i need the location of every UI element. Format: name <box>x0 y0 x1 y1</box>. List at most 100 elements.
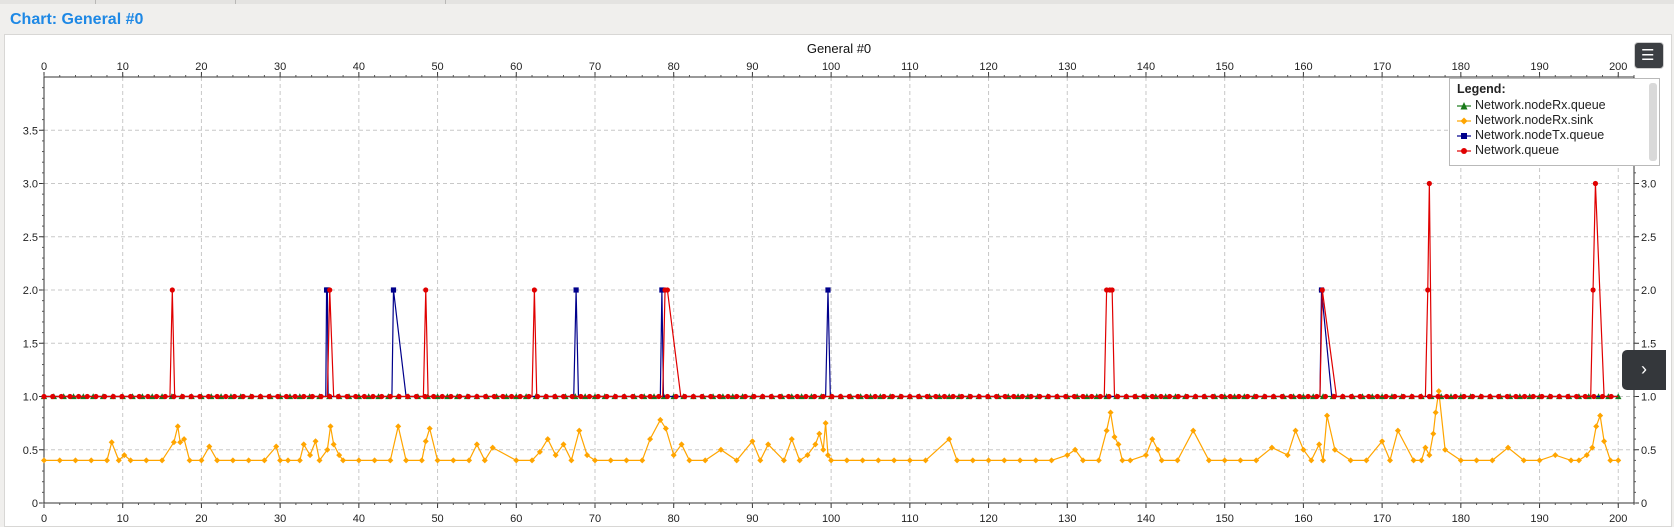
data-point-network-queue <box>1461 393 1467 400</box>
data-point-network-noderx-sink <box>647 436 654 443</box>
data-point-network-queue <box>127 393 134 400</box>
data-point-network-queue <box>630 393 636 400</box>
data-point-network-noderx-sink <box>245 457 252 464</box>
data-point-network-noderx-sink <box>824 452 831 459</box>
data-point-network-noderx-sink <box>296 457 303 464</box>
data-point-network-queue <box>171 393 177 400</box>
data-point-network-noderx-sink <box>489 444 496 451</box>
data-point-network-noderx-sink <box>804 452 811 459</box>
data-point-network-noderx-sink <box>371 457 378 464</box>
side-panel-toggle-button[interactable]: › <box>1622 350 1666 390</box>
data-point-network-queue <box>1279 393 1285 400</box>
data-point-network-noderx-sink <box>1430 430 1437 437</box>
data-point-network-queue <box>327 287 333 293</box>
data-point-network-queue <box>93 393 99 400</box>
data-point-network-queue <box>423 287 429 293</box>
data-point-network-queue <box>1357 393 1363 400</box>
legend-item: Network.queue <box>1457 143 1559 158</box>
x-tick-label-bottom: 40 <box>353 513 365 525</box>
data-point-network-noderx-sink <box>1457 457 1464 464</box>
data-point-network-queue <box>1175 393 1181 400</box>
y-tick-label-left: 0.5 <box>23 445 38 457</box>
x-tick-label-bottom: 90 <box>746 513 758 525</box>
data-point-network-queue <box>1590 287 1596 293</box>
data-point-network-noderx-sink <box>1552 452 1559 459</box>
data-point-network-noderx-sink <box>387 457 394 464</box>
data-point-network-queue <box>1123 393 1129 400</box>
data-point-network-queue <box>1426 393 1432 400</box>
data-point-network-noderx-sink <box>552 452 559 459</box>
data-point-network-noderx-sink <box>985 457 992 464</box>
data-point-network-noderx-sink <box>843 457 850 464</box>
data-point-network-queue <box>465 393 471 400</box>
data-point-network-queue <box>240 393 246 400</box>
data-point-network-noderx-sink <box>170 439 177 446</box>
x-tick-label-top: 150 <box>1216 61 1234 73</box>
data-point-network-queue <box>188 393 194 400</box>
data-point-network-noderx-sink <box>324 446 331 453</box>
data-point-network-queue <box>327 393 333 400</box>
x-tick-label-top: 120 <box>979 61 997 73</box>
data-point-network-noderx-sink <box>1379 438 1386 445</box>
data-point-network-queue <box>682 393 688 400</box>
data-point-network-queue <box>1063 393 1069 400</box>
y-tick-label-right: 0 <box>1641 498 1647 510</box>
data-point-network-noderx-sink <box>285 457 292 464</box>
data-point-network-noderx-sink <box>327 423 334 430</box>
data-point-network-noderx-sink <box>1601 438 1608 445</box>
legend-item-label: Network.nodeTx.queue <box>1475 128 1605 142</box>
data-point-network-queue <box>387 393 393 400</box>
y-tick-label-right: 0.5 <box>1641 445 1656 457</box>
data-point-network-queue <box>569 393 575 400</box>
data-point-network-queue <box>699 393 705 400</box>
data-point-network-queue <box>673 393 679 400</box>
data-point-network-noderx-sink <box>1597 412 1604 419</box>
data-point-network-queue <box>1383 393 1389 400</box>
data-point-network-noderx-sink <box>702 457 709 464</box>
data-point-network-queue <box>1109 287 1115 293</box>
data-point-network-queue <box>119 393 125 400</box>
data-point-network-noderx-sink <box>121 452 128 459</box>
data-point-network-noderx-sink <box>536 448 543 455</box>
data-point-network-noderx-sink <box>733 457 740 464</box>
data-point-network-queue <box>1496 393 1502 400</box>
data-point-network-noderx-sink <box>906 457 913 464</box>
data-point-network-noderx-sink <box>1115 441 1122 448</box>
data-point-network-queue <box>292 393 298 400</box>
data-point-network-queue <box>898 393 904 400</box>
data-point-network-noderx-sink <box>623 457 630 464</box>
data-point-network-queue <box>1366 393 1372 400</box>
data-point-network-queue <box>725 393 731 400</box>
data-point-network-queue <box>941 393 948 400</box>
data-point-network-noderx-sink <box>1422 444 1429 451</box>
data-point-network-noderx-sink <box>1593 423 1600 430</box>
data-point-network-noderx-sink <box>1320 457 1327 464</box>
data-point-network-queue <box>1002 393 1008 400</box>
data-point-network-noderx-sink <box>822 420 829 427</box>
data-point-network-queue <box>1348 393 1355 400</box>
legend-toggle-button[interactable]: ☰ <box>1634 42 1664 69</box>
data-point-network-queue <box>318 393 324 400</box>
data-point-network-queue <box>474 393 480 400</box>
y-tick-label-right: 1.5 <box>1641 338 1656 350</box>
data-point-network-queue <box>846 393 852 400</box>
x-tick-label-top: 40 <box>353 61 365 73</box>
data-point-network-noderx-sink <box>422 438 429 445</box>
data-point-network-noderx-sink <box>891 457 898 464</box>
data-point-network-queue <box>1296 393 1303 400</box>
legend-swatch <box>1457 101 1471 110</box>
data-point-network-noderx-sink <box>1221 457 1228 464</box>
data-point-network-noderx-sink <box>1190 427 1197 434</box>
data-point-network-noderx-sink <box>1119 457 1126 464</box>
legend-scrollbar[interactable] <box>1649 83 1657 161</box>
data-point-network-queue <box>396 393 402 400</box>
data-point-network-noderx-sink <box>115 457 122 464</box>
data-point-network-queue <box>1071 393 1077 400</box>
series-line-network-noderx-sink <box>44 391 1619 463</box>
chart-title: General #0 <box>807 41 871 56</box>
data-point-network-noderx-sink <box>1331 446 1338 453</box>
tab-strip <box>0 0 1674 4</box>
data-point-network-queue <box>534 393 541 400</box>
data-point-network-queue <box>959 393 965 400</box>
data-point-network-queue <box>742 393 748 400</box>
